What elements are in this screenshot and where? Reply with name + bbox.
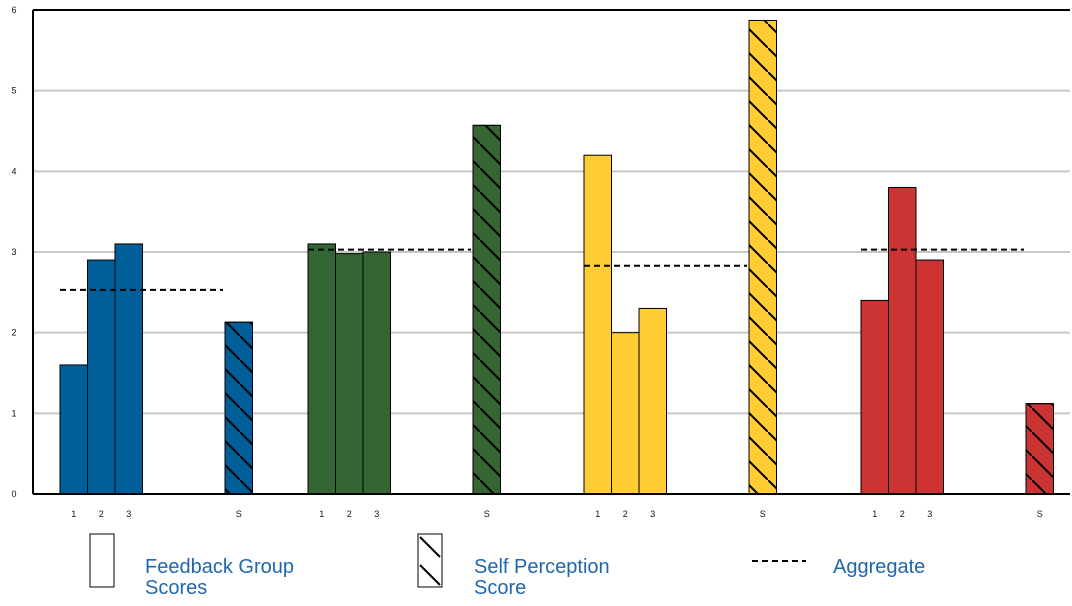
feedback-bar	[114, 243, 143, 495]
feedback-bar	[860, 299, 889, 495]
aggregate-lines	[60, 248, 1024, 291]
y-tick-label: 3	[11, 247, 16, 257]
y-tick-labels: 0 1 2 3 4 5 6	[11, 5, 16, 499]
x-category-labels: 1 2 3 S 1 2 3 S 1 2 3 S 1 2 3 S	[71, 509, 1043, 519]
x-category-label: 1	[872, 509, 877, 519]
x-category-label: 3	[126, 509, 131, 519]
feedback-bar	[638, 307, 667, 495]
axes	[32, 9, 1070, 495]
x-category-label: 2	[900, 509, 905, 519]
y-tick-label: 4	[11, 166, 16, 176]
legend-aggregate-label: Aggregate	[833, 556, 925, 578]
x-category-label: 2	[99, 509, 104, 519]
self-perception-hatch	[748, 19, 777, 495]
y-tick-label: 0	[11, 489, 16, 499]
x-category-label: S	[1037, 509, 1043, 519]
x-category-label: 2	[623, 509, 628, 519]
self-perception-hatch	[472, 124, 501, 495]
feedback-bar	[335, 253, 364, 495]
legend-feedback-line-1: Feedback Group	[145, 556, 294, 578]
feedback-bar	[87, 259, 116, 495]
x-category-label: 1	[319, 509, 324, 519]
bars	[59, 19, 1054, 495]
y-tick-label: 5	[11, 86, 16, 96]
x-category-label: 1	[595, 509, 600, 519]
feedback-bar	[611, 332, 640, 495]
legend-feedback-swatch	[89, 533, 115, 588]
self-perception-hatch	[224, 321, 253, 495]
self-perception-hatch	[1025, 403, 1054, 495]
feedback-bar	[59, 364, 88, 495]
legend-feedback-label: Feedback Group Scores	[145, 556, 300, 599]
x-category-label: S	[760, 509, 766, 519]
x-category-label: 3	[927, 509, 932, 519]
feedback-bar	[583, 154, 612, 495]
feedback-bar	[915, 259, 944, 495]
legend-self-line-1: Self Perception	[474, 556, 610, 578]
x-category-label: 1	[71, 509, 76, 519]
feedback-bar	[362, 251, 391, 495]
feedback-bar	[888, 186, 917, 495]
y-tick-label: 6	[11, 5, 16, 15]
y-tick-label: 1	[11, 408, 16, 418]
legend-feedback-line-2: Scores	[145, 577, 207, 599]
x-category-label: 3	[650, 509, 655, 519]
legend-self-line-2: Score	[474, 577, 526, 599]
legend-self-swatch	[417, 533, 443, 588]
x-category-label: S	[236, 509, 242, 519]
x-category-label: 2	[347, 509, 352, 519]
x-category-label: 3	[374, 509, 379, 519]
feedback-bar	[307, 243, 336, 495]
legend: Feedback Group Scores Self Perception Sc…	[89, 533, 925, 599]
x-category-label: S	[484, 509, 490, 519]
y-tick-label: 2	[11, 328, 16, 338]
legend-self-label: Self Perception Score	[474, 556, 615, 599]
